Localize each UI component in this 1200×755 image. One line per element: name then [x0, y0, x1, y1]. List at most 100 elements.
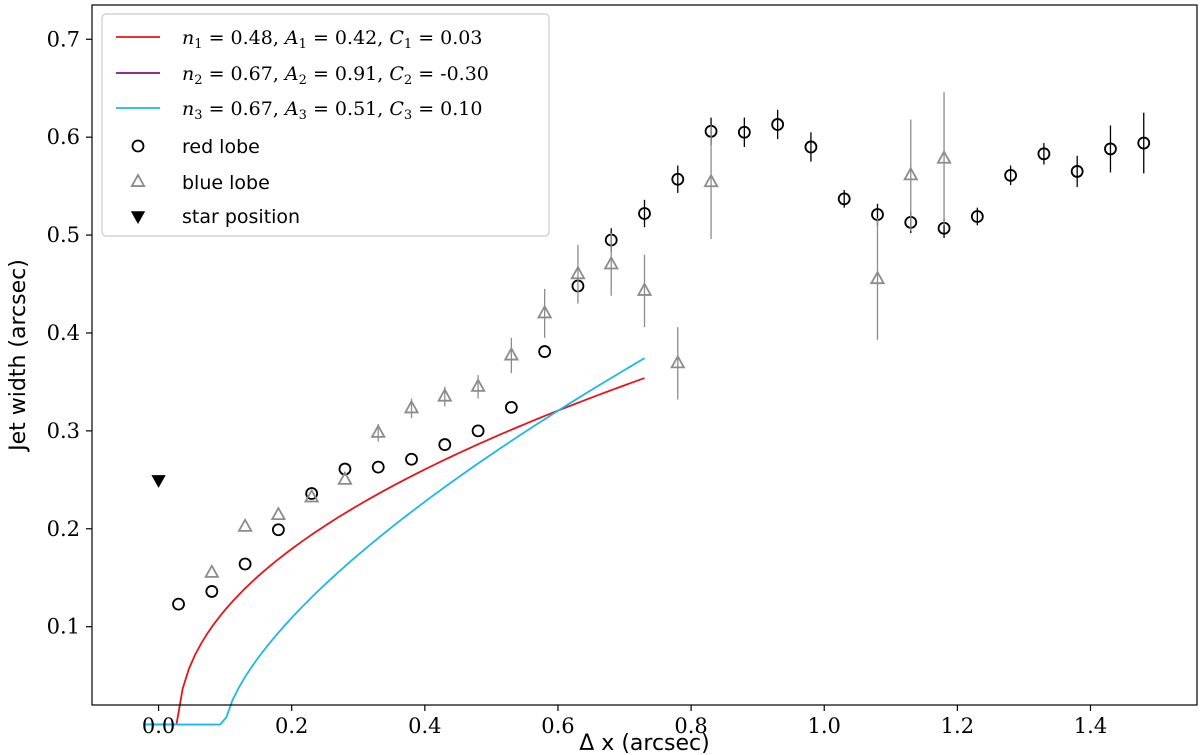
axes-frame: [91, 4, 1198, 706]
y-tick-label: 0.7: [47, 27, 80, 51]
legend-label-part: = 0.67,: [203, 63, 285, 85]
y-tick-label: 0.6: [47, 125, 80, 149]
y-axis-label: Jet width (arcsec): [6, 259, 31, 453]
legend-series-label-2: blue lobe: [182, 172, 270, 194]
x-tick-label: 0.2: [275, 714, 308, 738]
data-point: [403, 399, 420, 414]
data-point: [371, 460, 385, 474]
legend-label-part: C: [389, 27, 404, 49]
legend-label-part: 2: [404, 73, 412, 88]
data-point: [237, 517, 253, 532]
legend-label-1: n1 = 0.48, A1 = 0.42, C1 = 0.03: [182, 27, 482, 52]
data-point: [703, 173, 719, 188]
data-point: [270, 506, 287, 521]
x-tick-label: 0.0: [142, 714, 175, 738]
legend-label-part: 1: [194, 37, 202, 52]
y-tick-label: 0.1: [47, 615, 80, 639]
data-point: [470, 377, 486, 392]
data-point: [471, 424, 485, 438]
x-tick-label: 0.4: [408, 714, 441, 738]
data-point: [603, 255, 619, 270]
axes: 0.0 0.2 0.4 0.6 0.8 1.0 1.2 1.4 0.1 0.2 0.3 0.4 0.5 0…: [6, 4, 1198, 755]
data-point: [204, 563, 220, 578]
legend-series-label-3: star position: [182, 206, 300, 228]
data-point: [638, 207, 651, 220]
data-point: [538, 345, 552, 358]
legend-label-part: = 0.03: [412, 27, 482, 49]
legend-label-part: 2: [299, 73, 307, 88]
data-point: [804, 140, 818, 154]
data-point: [172, 597, 185, 611]
data-point: [570, 265, 586, 280]
x-tick-label: 0.6: [541, 714, 574, 738]
y-tick-label: 0.3: [47, 419, 80, 443]
y-tick-label: 0.4: [47, 321, 80, 345]
data-point: [437, 387, 453, 402]
series-blue-lobe: [204, 92, 952, 578]
legend-marker-3: [130, 211, 146, 225]
data-point: [337, 470, 353, 485]
data-point: [151, 475, 166, 488]
x-tick-label: 1.0: [808, 714, 841, 738]
x-axis-label: Δ x (arcsec): [579, 731, 709, 755]
data-point: [205, 585, 219, 598]
legend-label-part: 3: [299, 108, 307, 123]
legend-label-part: = 0.48,: [203, 27, 285, 49]
x-tick-label: 0.8: [674, 714, 707, 738]
series-star-position: [151, 475, 166, 488]
data-point: [670, 354, 686, 369]
data-point: [1137, 136, 1151, 150]
legend-label-part: C: [389, 98, 404, 120]
data-point: [504, 400, 518, 414]
data-point: [1004, 168, 1018, 182]
legend-label-part: 1: [404, 37, 412, 52]
legend-label-part: = 0.91,: [307, 63, 389, 85]
legend-label-part: A: [283, 98, 299, 120]
data-point: [737, 125, 751, 139]
legend-marker-2: [130, 173, 146, 187]
data-point: [271, 523, 285, 537]
data-point: [1070, 165, 1084, 178]
data-point: [405, 452, 418, 466]
data-point: [305, 487, 319, 500]
data-point: [238, 557, 252, 571]
legend-box: [101, 13, 550, 237]
legend-label-part: C: [389, 63, 404, 85]
legend-label-part: n: [182, 27, 194, 49]
y-tick-label: 0.5: [47, 223, 80, 247]
legend-series-label-1: red lobe: [182, 136, 260, 158]
legend-label-part: A: [283, 63, 299, 85]
data-point: [1037, 147, 1051, 161]
legend-label-part: = 0.10: [412, 98, 482, 120]
data-point: [636, 282, 653, 296]
legend-label-part: 2: [194, 73, 202, 88]
data-point: [438, 438, 452, 451]
data-point: [536, 304, 553, 319]
data-point: [503, 346, 520, 361]
data-point: [837, 192, 851, 206]
data-point: [671, 172, 685, 186]
legend-label-part: n: [182, 63, 194, 85]
data-point: [303, 488, 320, 503]
legend-label-part: A: [283, 27, 299, 49]
data-point: [936, 149, 952, 164]
data-point: [771, 118, 785, 131]
x-tick-label: 1.2: [941, 714, 974, 738]
data-point: [903, 166, 919, 181]
legend-label-part: 1: [299, 37, 307, 52]
data-point: [970, 210, 984, 223]
legend-label-2: n2 = 0.67, A2 = 0.91, C2 = -0.30: [182, 63, 489, 88]
data-point: [869, 270, 886, 285]
legend-label-part: = 0.51,: [307, 98, 389, 120]
y-tick-label: 0.2: [47, 517, 80, 541]
legend-label-part: 3: [404, 108, 412, 123]
legend-marker-1: [131, 139, 145, 153]
legend-label-part: = 0.67,: [203, 98, 285, 120]
legend-label-part: 3: [194, 108, 202, 123]
legend-label-part: n: [182, 98, 194, 120]
x-tick-label: 1.4: [1074, 714, 1107, 738]
fit-line-3: [145, 357, 645, 726]
plot-marks: [145, 92, 1151, 726]
